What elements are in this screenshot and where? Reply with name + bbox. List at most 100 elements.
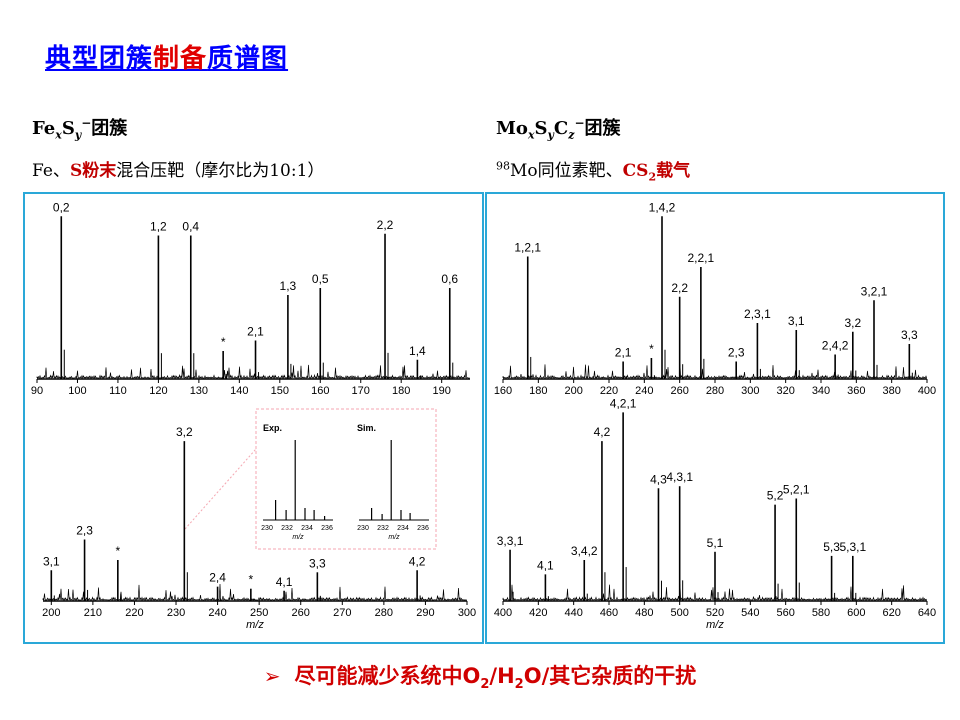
x-tick-label: 400 <box>494 607 512 619</box>
inset-sim-label: Sim. <box>357 423 376 433</box>
x-tick-label: 520 <box>706 607 724 619</box>
peak-label: * <box>249 573 254 587</box>
x-tick-label: 110 <box>109 385 127 397</box>
footer-text-a: 尽可能减少系统中O <box>294 664 481 688</box>
x-tick-label: 580 <box>812 607 830 619</box>
x-tick-label: 440 <box>564 607 582 619</box>
right-subtitle: 98Mo同位素靶、CS2载气 <box>496 156 690 183</box>
x-tick-label: 180 <box>529 385 547 397</box>
inset-tick-label: 230 <box>357 525 369 532</box>
peak-label: 3,1 <box>788 314 805 328</box>
peak-label: 4,1 <box>276 575 293 589</box>
left-panel: Exp. Sim. 230 232 234 236 m/z 230 232 234 236 m/… <box>23 192 484 644</box>
x-sub: x <box>527 128 535 142</box>
x-tick-label: 220 <box>600 385 618 397</box>
peak-label: * <box>649 342 654 356</box>
z-sub: z <box>568 128 575 142</box>
right-spectra: 160 180 200 220 240 260 280 300 320 340 360 380 400 1… <box>494 200 936 631</box>
inset-tick-label: 236 <box>417 525 429 532</box>
peak-label: 2,3 <box>728 346 745 360</box>
peak-label: 5,3 <box>823 540 840 554</box>
peak-label: 4,2 <box>594 425 611 439</box>
peak-label: 1,4,2 <box>649 200 676 214</box>
noise-trace <box>36 364 470 380</box>
right-heading: MoxSyCz−团簇 <box>496 114 621 142</box>
x-tick-label: 120 <box>149 385 167 397</box>
x-axis-label: m/z <box>246 619 264 631</box>
x-tick-label: 160 <box>311 385 329 397</box>
peak-label: 2,2 <box>671 281 688 295</box>
x-tick-label: 560 <box>776 607 794 619</box>
inset-exp-plot: 230 232 234 236 m/z <box>261 440 333 541</box>
title-part3: 质谱图 <box>207 44 289 74</box>
x-tick-label: 500 <box>670 607 688 619</box>
mix-desc: 混合压靶（摩尔比为10:1） <box>116 161 325 181</box>
peak-label: 3,1 <box>43 554 60 568</box>
cluster-suffix: 团簇 <box>584 118 621 139</box>
x-tick-label: 380 <box>882 385 900 397</box>
inset-tick-label: 234 <box>301 525 313 532</box>
peak-label: 2,4 <box>209 571 226 585</box>
peak-label: 5,2,1 <box>783 483 810 497</box>
peak-label: 0,4 <box>182 220 199 234</box>
inset-exp-label: Exp. <box>263 423 282 433</box>
peak-label: * <box>221 335 226 349</box>
charge-sup: − <box>81 116 92 130</box>
x-tick-label: 140 <box>230 385 248 397</box>
charge-sup: − <box>574 116 585 130</box>
peak-label: 5,3,1 <box>839 540 866 554</box>
x-axis-label: m/z <box>706 619 724 631</box>
footer-text-b: /H <box>489 664 515 688</box>
inset-tick-label: 232 <box>377 525 389 532</box>
x-tick-label: 640 <box>918 607 936 619</box>
peak-label: 3,2 <box>844 316 861 330</box>
x-tick-label: 620 <box>882 607 900 619</box>
s-powder: S粉末 <box>69 161 117 181</box>
spectrum-3: 400 420 440 460 480 500 520 540 560 580 600 620 640 3… <box>494 396 936 631</box>
peak-label: 2,1 <box>247 325 264 339</box>
x-tick-label: 150 <box>271 385 289 397</box>
left-subtitle: Fe、S粉末混合压靶（摩尔比为10:1） <box>32 156 324 181</box>
x-tick-label: 200 <box>564 385 582 397</box>
inset-sim-plot: 230 232 234 236 m/z <box>357 440 429 541</box>
left-spectra: Exp. Sim. 230 232 234 236 m/z 230 232 234 236 m/… <box>31 200 476 631</box>
cluster-suffix: 团簇 <box>91 118 128 139</box>
x-tick-label: 260 <box>292 607 310 619</box>
peak-label: 5,2 <box>767 489 784 503</box>
x-tick-label: 90 <box>31 385 43 397</box>
mo-target: Mo同位素靶、 <box>510 161 623 181</box>
peak-label: 1,4 <box>409 344 426 358</box>
peak-label: 4,3 <box>650 472 667 486</box>
right-panel: 160 180 200 220 240 260 280 300 320 340 360 380 400 1… <box>485 192 945 644</box>
x-tick-label: 280 <box>375 607 393 619</box>
arrow-icon: ➢ <box>263 664 281 688</box>
x-tick-label: 240 <box>208 607 226 619</box>
cs-sub: 2 <box>648 170 657 184</box>
peak-label: 2,3 <box>76 524 93 538</box>
x-tick-label: 250 <box>250 607 268 619</box>
s-text: S <box>61 118 75 139</box>
x-tick-label: 280 <box>706 385 724 397</box>
fe-text: Fe <box>32 118 56 139</box>
peak-label: 0,2 <box>53 200 70 214</box>
peak-label: 4,3,1 <box>666 470 693 484</box>
noise-trace <box>502 364 928 380</box>
inset-tick-label: 234 <box>397 525 409 532</box>
peak-label: 2,3,1 <box>744 307 771 321</box>
footer-sub2: 2 <box>514 677 524 693</box>
page-title: 典型团簇制备质谱图 <box>45 38 288 75</box>
fe-label: Fe、 <box>32 161 70 181</box>
peak-label: 0,5 <box>312 272 329 286</box>
peak-label: 2,2,1 <box>688 251 715 265</box>
isotope-sup: 98 <box>496 159 510 173</box>
cs-text: CS <box>622 161 649 181</box>
x-tick-label: 360 <box>847 385 865 397</box>
peak-label: 3,2,1 <box>861 284 888 298</box>
x-tick-label: 460 <box>600 607 618 619</box>
x-tick-label: 320 <box>776 385 794 397</box>
peak-label: 0,6 <box>441 272 458 286</box>
footer-text-c: O/其它杂质的干扰 <box>523 664 697 688</box>
x-tick-label: 210 <box>84 607 102 619</box>
x-tick-label: 220 <box>125 607 143 619</box>
inset-tick-label: 230 <box>261 525 273 532</box>
